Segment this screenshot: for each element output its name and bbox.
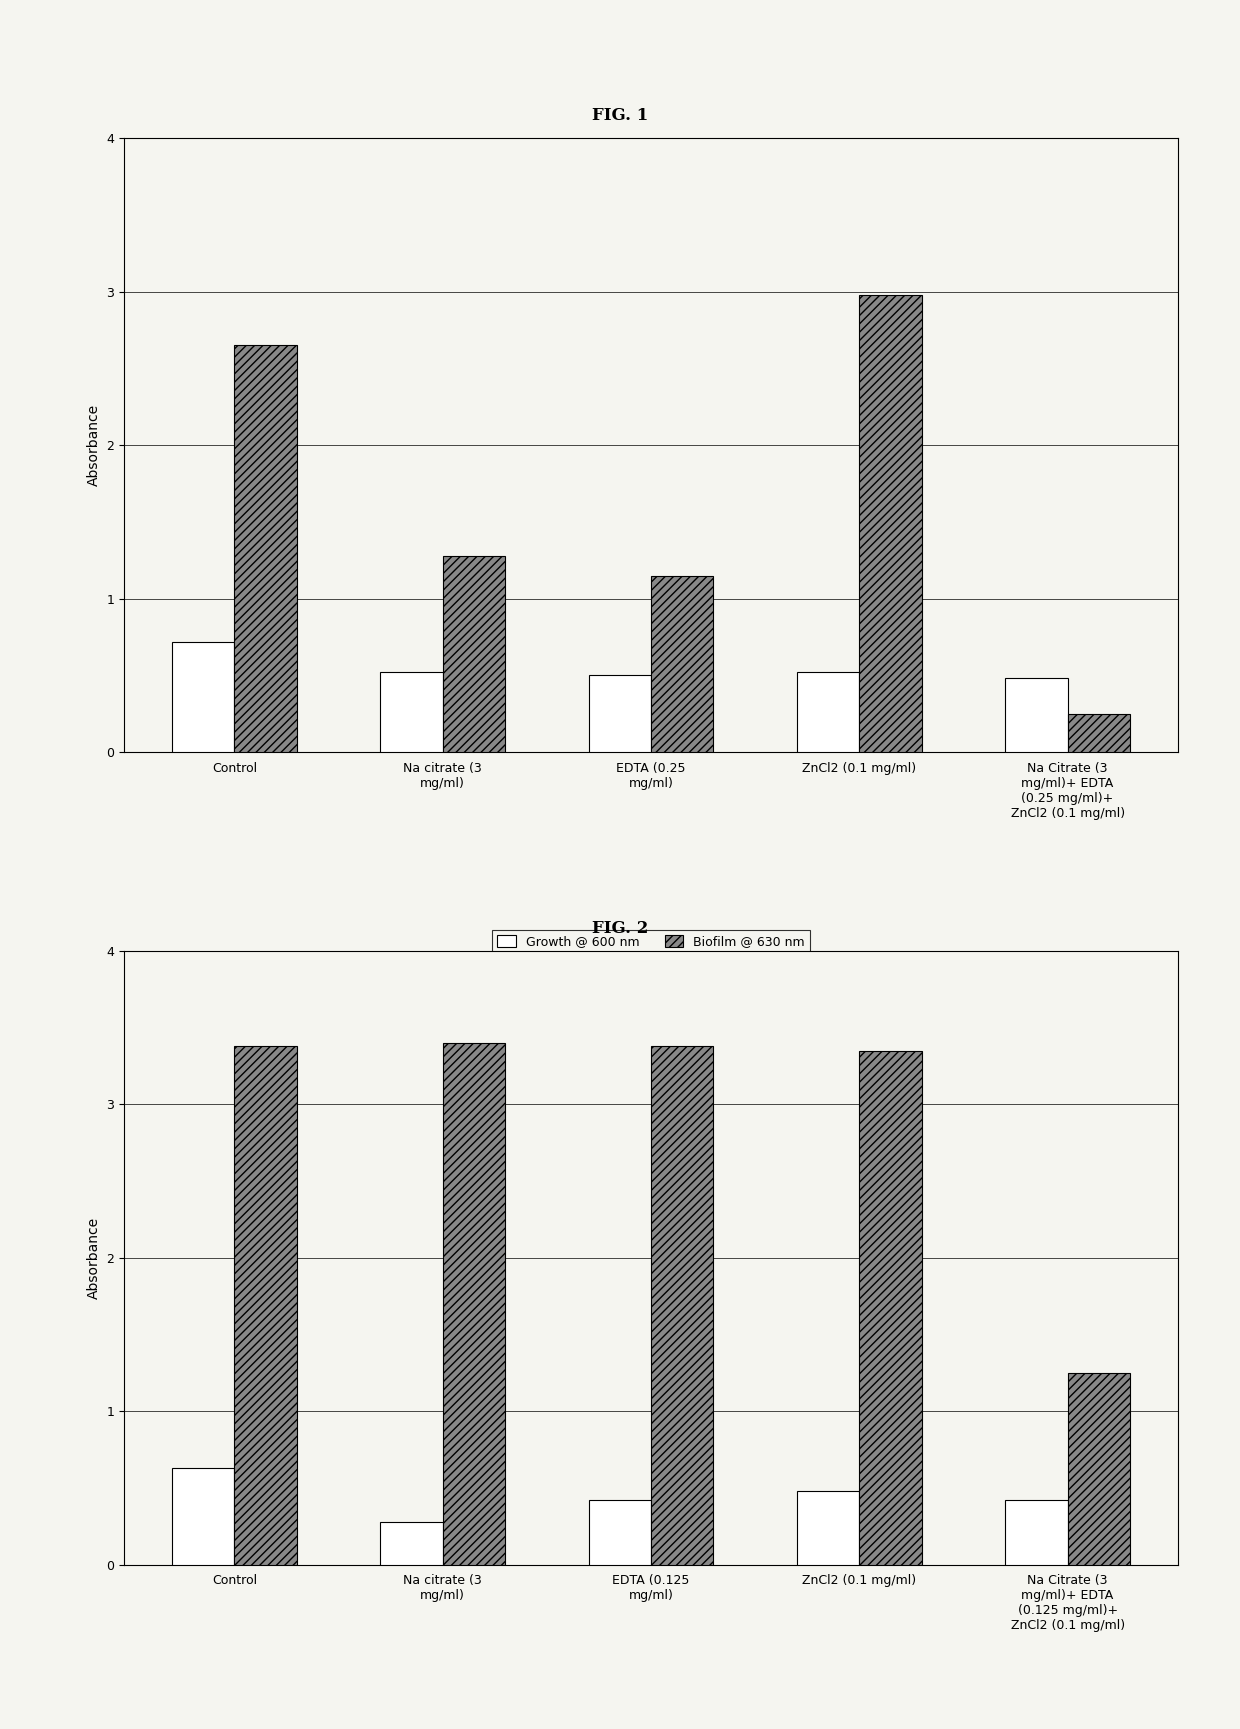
Bar — [1006, 678, 1068, 752]
Bar — [797, 673, 859, 752]
Bar — [859, 1051, 921, 1565]
Bar — [381, 673, 443, 752]
Bar — [234, 346, 296, 752]
Text: FIG. 2: FIG. 2 — [591, 920, 649, 937]
Y-axis label: Absorbance: Absorbance — [87, 1217, 100, 1298]
Bar — [1006, 1501, 1068, 1565]
Y-axis label: Absorbance: Absorbance — [87, 405, 100, 486]
Bar — [797, 1490, 859, 1565]
Bar — [1068, 1373, 1130, 1565]
Bar — [172, 641, 234, 752]
Bar — [443, 555, 505, 752]
Bar — [443, 1043, 505, 1565]
Bar — [172, 1468, 234, 1565]
Bar — [1068, 714, 1130, 752]
Bar — [381, 1522, 443, 1565]
Legend: Growth @ 600 nm, Biofilm @ 630 nm: Growth @ 600 nm, Biofilm @ 630 nm — [492, 930, 810, 953]
Bar — [234, 1046, 296, 1565]
Bar — [651, 1046, 713, 1565]
Text: FIG. 1: FIG. 1 — [591, 107, 649, 124]
Bar — [589, 676, 651, 752]
Bar — [859, 296, 921, 752]
Bar — [589, 1501, 651, 1565]
Bar — [651, 576, 713, 752]
